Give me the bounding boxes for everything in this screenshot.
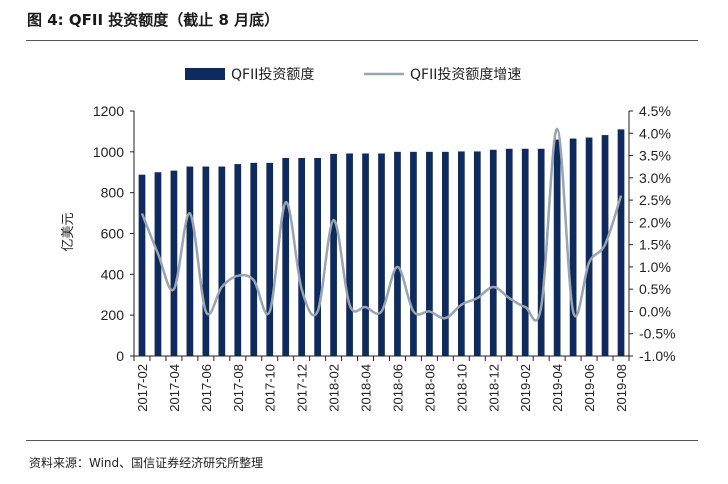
bar: [457, 151, 465, 356]
x-tick-label: 2017-06: [199, 364, 214, 412]
bar-series: [138, 129, 625, 357]
bar: [298, 157, 306, 356]
right-axis: -1.0% -0.5% 0.0% 0.5% 1.0% 1.5% 2.0% 2.5% 3.0% 3.…: [629, 103, 676, 364]
bar: [553, 139, 561, 356]
y-tick-label: 200: [101, 307, 125, 323]
x-tick-label: 2017-02: [135, 364, 150, 412]
left-axis: 0 200 400 600 800 1000 1200: [93, 103, 134, 364]
y2-tick-label: 0.0%: [639, 303, 671, 319]
y2-tick-label: 2.0%: [639, 214, 671, 230]
x-tick-label: 2019-06: [582, 364, 597, 412]
bar: [314, 157, 321, 356]
x-tick-label: 2017-12: [295, 364, 310, 412]
y2-tick-label: -0.5%: [639, 326, 676, 342]
chart: QFII投资额度 QFII投资额度增速 亿美元 0 200 400 600 800 100…: [61, 67, 676, 412]
legend-line-label: QFII投资额度增速: [410, 67, 521, 83]
x-tick-label: 2017-10: [263, 364, 278, 412]
bar: [346, 153, 353, 356]
bar: [266, 162, 274, 356]
bar: [426, 151, 433, 356]
y2-tick-label: 3.0%: [639, 170, 671, 186]
y2-tick-label: -1.0%: [639, 348, 676, 364]
y-axis-label: 亿美元: [61, 212, 76, 251]
x-axis: 2017-02 2017-04 2017-06 2017-08 2017-10 2017-…: [133, 356, 630, 412]
x-tick-label: 2018-02: [327, 364, 342, 412]
bar: [505, 148, 513, 356]
bar: [170, 170, 178, 356]
y-tick-label: 400: [101, 266, 125, 282]
bar: [473, 151, 481, 356]
y-tick-label: 0: [116, 348, 124, 364]
bar: [186, 166, 194, 356]
x-tick-label: 2019-04: [550, 364, 565, 412]
bar: [378, 153, 385, 356]
x-tick-label: 2018-08: [422, 364, 437, 412]
y-tick-label: 800: [101, 185, 125, 201]
bar: [362, 153, 369, 356]
bar: [330, 153, 337, 357]
x-tick-label: 2019-08: [614, 364, 629, 412]
y-tick-label: 1200: [93, 103, 124, 119]
bar: [489, 149, 497, 356]
bar: [442, 151, 449, 356]
bar: [585, 137, 593, 356]
bar: [537, 148, 545, 356]
x-tick-label: 2019-02: [518, 364, 533, 412]
axis-lines: [133, 111, 630, 357]
x-tick-label: 2018-06: [390, 364, 405, 412]
x-tick-label: 2018-10: [454, 364, 469, 412]
bar: [617, 129, 625, 357]
source-note: 资料来源：Wind、国信证券经济研究所整理: [29, 456, 264, 470]
x-tick-label: 2018-04: [359, 364, 374, 412]
y-tick-label: 1000: [93, 144, 124, 160]
bar: [282, 157, 290, 356]
y2-tick-label: 4.5%: [639, 103, 671, 119]
bar: [410, 151, 417, 356]
top-rule: [26, 40, 698, 41]
bar: [394, 151, 401, 356]
y2-tick-label: 1.5%: [639, 237, 671, 253]
y2-tick-label: 2.5%: [639, 192, 671, 208]
bar: [234, 164, 242, 356]
y2-tick-label: 0.5%: [639, 281, 671, 297]
bar: [521, 148, 529, 356]
bar: [569, 138, 577, 356]
y2-tick-label: 1.0%: [639, 259, 671, 275]
bar: [154, 172, 162, 356]
bar: [250, 162, 258, 356]
legend-bar-label: QFII投资额度: [231, 67, 314, 83]
x-tick-label: 2017-04: [167, 364, 182, 412]
bar: [218, 166, 226, 356]
growth-line: [140, 127, 623, 322]
y-tick-label: 600: [101, 226, 125, 242]
y2-tick-label: 4.0%: [639, 125, 671, 141]
x-tick-label: 2018-12: [486, 364, 501, 412]
bottom-rule: [26, 440, 698, 441]
legend-bar-swatch: [185, 68, 225, 80]
bar: [138, 174, 146, 356]
bar: [202, 166, 210, 356]
y2-tick-label: 3.5%: [639, 148, 671, 164]
x-tick-label: 2017-08: [231, 364, 246, 412]
figure-title: 图 4: QFII 投资额度（截止 8 月底）: [27, 11, 280, 29]
legend: QFII投资额度 QFII投资额度增速: [185, 67, 521, 83]
